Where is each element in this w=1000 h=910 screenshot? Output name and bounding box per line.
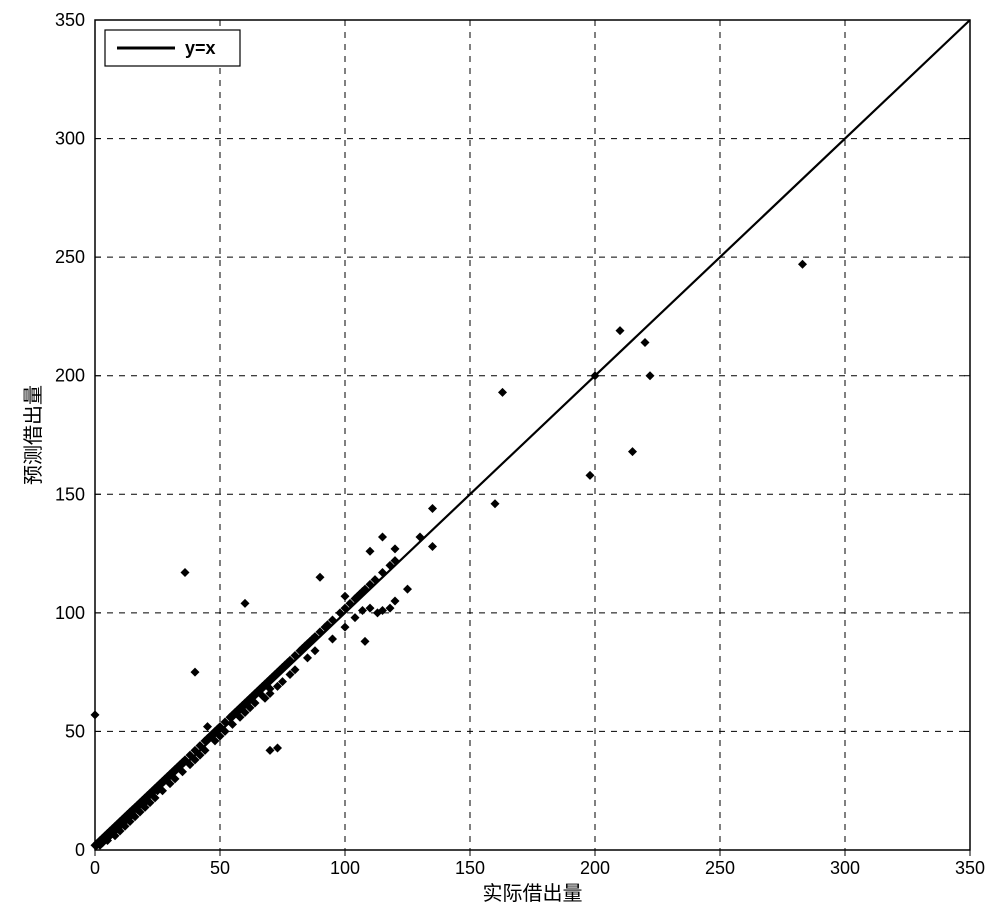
y-tick-label: 250: [55, 247, 85, 267]
legend-label: y=x: [185, 38, 216, 58]
x-tick-label: 350: [955, 858, 985, 878]
x-tick-label: 0: [90, 858, 100, 878]
y-tick-label: 200: [55, 366, 85, 386]
y-tick-label: 0: [75, 840, 85, 860]
x-tick-label: 150: [455, 858, 485, 878]
x-tick-label: 250: [705, 858, 735, 878]
x-tick-label: 100: [330, 858, 360, 878]
y-axis-label: 预测借出量: [22, 385, 45, 485]
chart-svg: 0 50 100 150 200 250 300 350 0 50 100 150 200 250 300 3…: [0, 0, 1000, 910]
y-tick-label: 150: [55, 484, 85, 504]
y-tick-label: 100: [55, 603, 85, 623]
x-tick-label: 50: [210, 858, 230, 878]
y-tick-label: 50: [65, 721, 85, 741]
x-axis-label: 实际借出量: [483, 882, 583, 905]
y-tick-label: 300: [55, 129, 85, 149]
x-tick-label: 300: [830, 858, 860, 878]
scatter-chart: 0 50 100 150 200 250 300 350 0 50 100 150 200 250 300 3…: [0, 0, 1000, 910]
x-tick-label: 200: [580, 858, 610, 878]
y-tick-label: 350: [55, 10, 85, 30]
